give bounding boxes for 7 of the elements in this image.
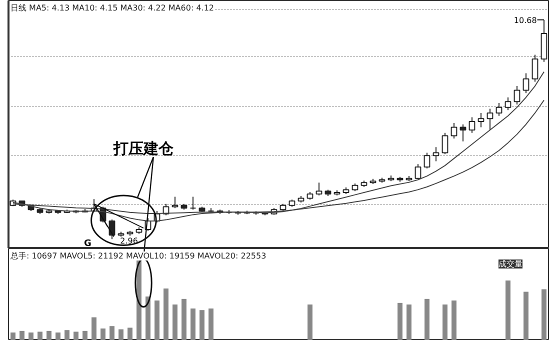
annotation: G bbox=[84, 239, 92, 250]
annotation: 2.96 bbox=[120, 236, 138, 246]
annotation: 10.68 bbox=[514, 16, 537, 25]
annotation: 成交量 bbox=[498, 260, 522, 268]
chart-subtitle: 总手: 10697 MAVOL5: 21192 MAVOL10: 19159 MAVOL20: 22553 bbox=[10, 252, 266, 260]
chart-subtitle: 日线 MA5: 4.13 MA10: 4.15 MA30: 4.22 MA60: 4.12 bbox=[10, 4, 214, 12]
annotation: 打压建仓 bbox=[112, 140, 174, 158]
